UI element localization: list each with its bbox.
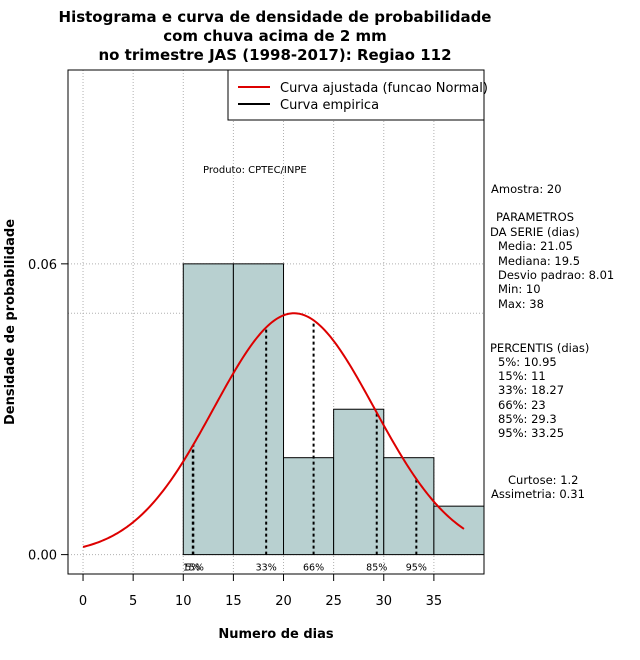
y-axis-label: Densidade de probabilidade <box>3 219 18 425</box>
x-axis: 0 5 10 15 20 25 30 35 <box>79 573 443 609</box>
x-tick-label: 20 <box>275 594 292 609</box>
percentile-label: 15% <box>183 563 204 574</box>
y-tick-label: 0.00 <box>28 549 57 564</box>
percentile-33: 33%: 18.27 <box>498 383 564 397</box>
histogram-bar <box>232 263 285 556</box>
x-tick-label: 0 <box>79 594 87 609</box>
legend: Curva ajustada (funcao Normal) Curva emp… <box>227 69 488 121</box>
histogram-bar <box>333 408 385 556</box>
sample-size: Amostra: 20 <box>491 182 562 196</box>
stat-median: Mediana: 19.5 <box>498 254 580 268</box>
x-tick-label: 15 <box>225 594 242 609</box>
chart-title-line-1: Histograma e curva de densidade de proba… <box>59 8 492 26</box>
percentile-label: 66% <box>303 563 324 574</box>
fitted-normal-curve <box>82 312 465 548</box>
percentile-95: 95%: 33.25 <box>498 426 564 440</box>
product-label: Produto: CPTEC/INPE <box>203 165 307 176</box>
x-tick-label: 30 <box>375 594 392 609</box>
percentile-label: 33% <box>256 563 277 574</box>
kurtosis: Curtose: 1.2 <box>508 473 578 487</box>
chart-title-line-3: no trimestre JAS (1998-2017): Regiao 112 <box>98 46 451 64</box>
y-tick-label: 0.06 <box>28 258 57 273</box>
legend-box <box>227 69 485 121</box>
percentis-title: PERCENTIS (dias) <box>490 341 589 355</box>
x-tick-label: 35 <box>426 594 443 609</box>
percentile-label: 5% <box>185 563 200 574</box>
stat-max: Max: 38 <box>498 297 544 311</box>
chart-title-line-2: com chuva acima de 2 mm <box>163 27 387 45</box>
params-title-1: PARAMETROS <box>496 210 574 224</box>
stat-mean: Media: 21.05 <box>498 239 573 253</box>
percentile-85: 85%: 29.3 <box>498 412 557 426</box>
legend-fitted-label: Curva ajustada (funcao Normal) <box>280 81 488 96</box>
stat-min: Min: 10 <box>498 282 541 296</box>
x-axis-label: Numero de dias <box>218 627 334 642</box>
histogram-bars <box>182 263 485 556</box>
stat-stddev: Desvio padrao: 8.01 <box>498 268 614 282</box>
y-axis: 0.00 0.06 <box>28 258 68 564</box>
percentile-5: 5%: 10.95 <box>498 355 557 369</box>
histogram-bar <box>383 457 435 556</box>
percentile-label: 85% <box>366 563 387 574</box>
histogram-bar <box>283 457 335 556</box>
params-title-2: DA SERIE (dias) <box>490 225 580 239</box>
percentile-66: 66%: 23 <box>498 398 546 412</box>
x-tick-label: 5 <box>129 594 137 609</box>
histogram-bar <box>433 505 485 556</box>
statistics-panel: Amostra: 20 PARAMETROS DA SERIE (dias) M… <box>490 182 614 501</box>
percentile-label: 95% <box>406 563 427 574</box>
x-tick-label: 25 <box>325 594 342 609</box>
percentile-15: 15%: 11 <box>498 369 546 383</box>
legend-empirical-label: Curva empirica <box>280 98 379 113</box>
percentile-lines: 5%15% 33% 66% 85% 95% <box>183 320 427 574</box>
x-tick-label: 10 <box>175 594 192 609</box>
skewness: Assimetria: 0.31 <box>491 487 585 501</box>
histogram-bar <box>182 263 234 556</box>
